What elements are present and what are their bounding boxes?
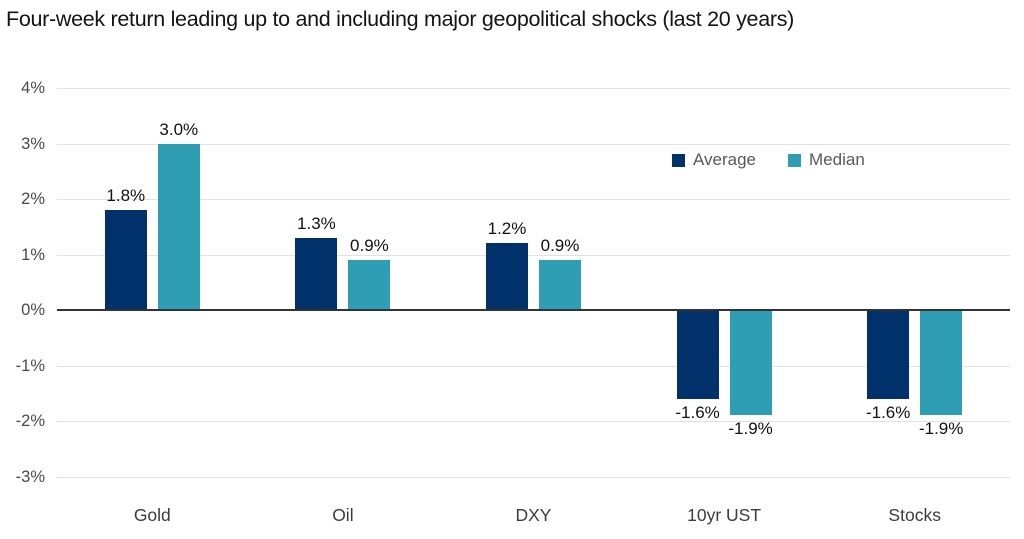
value-label: -1.9%	[918, 419, 964, 439]
value-label: 1.3%	[297, 213, 336, 233]
bar-median-dxy	[539, 260, 581, 310]
bar-average-stocks	[867, 310, 910, 399]
category-label-oil: Oil	[332, 505, 354, 525]
bar-median-gold	[157, 143, 200, 310]
chart-title: Four-week return leading up to and inclu…	[6, 7, 795, 31]
bar-average-dxy	[486, 243, 528, 310]
legend-item-average: Average	[672, 150, 756, 170]
value-label: -1.6%	[675, 402, 720, 422]
y-tick-label: 4%	[21, 79, 45, 97]
gridline	[57, 143, 1010, 145]
legend-item-median: Median	[788, 150, 865, 170]
bar-average-10yr-ust	[676, 310, 719, 399]
y-tick-label: -1%	[15, 356, 45, 375]
bar-average-oil	[295, 237, 338, 310]
value-label: 0.9%	[350, 236, 389, 256]
y-tick-label: 0%	[21, 301, 45, 319]
gridline	[57, 199, 1010, 200]
bar-median-10yr-ust	[729, 310, 772, 416]
category-label-10yr-ust: 10yr UST	[687, 505, 762, 525]
gridline	[57, 88, 1010, 89]
category-label-dxy: DXY	[515, 505, 552, 525]
legend-label-median: Median	[809, 150, 865, 169]
value-label: 3.0%	[159, 119, 199, 139]
y-tick-label: 1%	[21, 245, 45, 264]
y-tick-label: 3%	[21, 134, 45, 153]
legend-swatch-average	[672, 153, 685, 167]
gridline	[57, 476, 1010, 478]
value-label: -1.9%	[728, 419, 773, 439]
legend: Average Median	[672, 150, 865, 170]
legend-swatch-median	[788, 153, 802, 167]
value-label: 1.2%	[487, 219, 527, 239]
bar-median-stocks	[920, 310, 963, 416]
y-tick-label: 2%	[21, 190, 45, 208]
category-label-stocks: Stocks	[888, 505, 941, 525]
category-label-gold: Gold	[133, 505, 171, 525]
legend-label-average: Average	[693, 150, 757, 169]
value-label: 1.8%	[106, 186, 146, 206]
y-tick-label: -2%	[15, 412, 45, 430]
bar-median-oil	[348, 260, 391, 310]
value-label: -1.6%	[865, 402, 911, 422]
gridline	[57, 365, 1010, 367]
value-label: 0.9%	[540, 236, 580, 256]
gridline	[57, 254, 1010, 256]
bar-average-gold	[104, 210, 147, 310]
gridline	[57, 421, 1010, 422]
zero-axis-line	[57, 309, 1010, 311]
y-tick-label: -3%	[15, 467, 45, 486]
